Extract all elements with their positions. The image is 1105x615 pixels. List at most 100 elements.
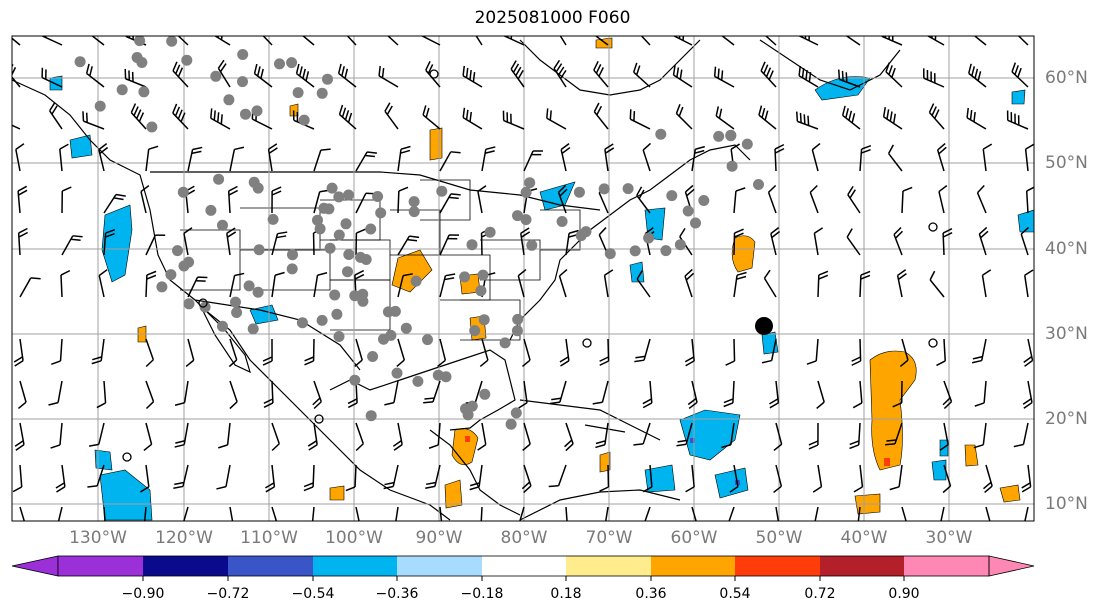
station-marker — [183, 298, 195, 310]
wind-barb — [229, 272, 245, 298]
wind-barb — [174, 380, 189, 406]
wind-barb — [687, 380, 698, 409]
wind-barb — [798, 65, 819, 88]
wind-barb — [271, 271, 285, 298]
wind-barb — [599, 338, 610, 366]
wind-barb — [971, 338, 987, 364]
graticule — [12, 36, 1034, 521]
negative-region — [644, 207, 666, 241]
colorbar-segment — [820, 556, 904, 576]
wind-barb — [599, 464, 610, 492]
wind-barb — [253, 63, 273, 88]
wind-barb — [479, 338, 489, 368]
colorbar-segment — [651, 556, 735, 576]
positive-region — [999, 484, 1021, 503]
station-marker — [459, 271, 471, 283]
station-marker — [223, 94, 235, 106]
colorbar-segment — [397, 556, 482, 576]
wind-barb — [502, 110, 525, 130]
station-marker — [666, 190, 678, 202]
station-marker — [355, 251, 366, 263]
station-marker — [365, 410, 377, 422]
wind-barb — [817, 270, 829, 298]
station-marker — [166, 36, 178, 47]
station-marker — [146, 121, 158, 133]
wind-barb — [89, 422, 105, 447]
wind-barb — [882, 107, 903, 130]
station-marker — [726, 160, 738, 172]
wind-barb — [173, 464, 189, 490]
wind-barb — [896, 269, 907, 298]
wind-barb — [271, 186, 282, 214]
greenland-line — [759, 39, 901, 91]
wind-barb — [267, 143, 278, 172]
station-marker — [741, 138, 753, 150]
wind-barb — [218, 422, 231, 449]
wind-barb — [942, 227, 953, 256]
wind-barb — [517, 268, 527, 298]
station-marker — [287, 249, 298, 261]
station-markers — [74, 36, 764, 430]
latitude-label: 10°N — [1045, 494, 1088, 514]
wind-barb — [355, 151, 377, 172]
wind-barb — [715, 106, 735, 130]
wind-barb — [691, 145, 705, 172]
wind-barb — [1021, 464, 1032, 493]
wind-barb — [642, 142, 652, 172]
negative-region — [1011, 89, 1026, 105]
wind-barb — [812, 464, 823, 493]
colorbar-tick-label: −0.54 — [291, 586, 335, 602]
wind-barb — [636, 270, 651, 298]
wind-barb — [1024, 269, 1034, 298]
station-marker — [237, 49, 249, 60]
longitude-label: 120°W — [155, 528, 213, 548]
station-marker — [372, 191, 384, 202]
station-marker — [622, 183, 634, 195]
station-marker — [512, 210, 523, 222]
colorbar-tick-label: −0.18 — [460, 586, 504, 602]
longitude-label: 60°W — [670, 528, 718, 548]
wind-barb — [968, 63, 987, 88]
station-marker — [247, 323, 259, 335]
wind-barb — [311, 506, 315, 521]
station-marker — [524, 177, 536, 189]
station-marker — [410, 275, 422, 287]
station-marker — [231, 307, 243, 318]
wind-barb — [12, 464, 23, 493]
wind-barb — [384, 380, 399, 406]
station-marker — [329, 289, 341, 301]
station-marker — [134, 36, 146, 47]
station-marker — [375, 207, 387, 219]
wind-barb — [103, 506, 107, 521]
station-marker — [116, 84, 128, 96]
station-marker — [432, 369, 444, 381]
hudson-bay-line — [519, 39, 701, 96]
wind-barb — [938, 185, 948, 214]
station-marker — [243, 280, 255, 292]
wind-barb — [15, 143, 25, 172]
wind-barb — [437, 338, 447, 367]
wind-barb — [425, 61, 441, 88]
station-marker — [326, 182, 338, 194]
wind-barb — [553, 36, 567, 46]
wind-barb — [229, 146, 245, 172]
wind-barb — [98, 269, 108, 298]
wind-barb — [684, 338, 695, 367]
wind-barb — [420, 36, 441, 46]
negative-region — [644, 464, 676, 493]
station-marker — [298, 114, 310, 126]
station-marker — [205, 204, 217, 216]
wind-barb — [103, 193, 126, 214]
wind-barb — [143, 422, 153, 452]
wind-barb — [41, 36, 63, 46]
station-marker — [713, 130, 725, 142]
wind-barb — [1020, 226, 1030, 256]
station-marker — [478, 314, 490, 326]
wind-barb — [1025, 185, 1034, 214]
wind-barb — [968, 36, 987, 46]
wind-barb — [849, 422, 861, 450]
station-marker — [314, 223, 326, 235]
wind-barb — [226, 227, 237, 256]
station-marker — [274, 58, 285, 70]
wind-barb — [337, 63, 357, 88]
